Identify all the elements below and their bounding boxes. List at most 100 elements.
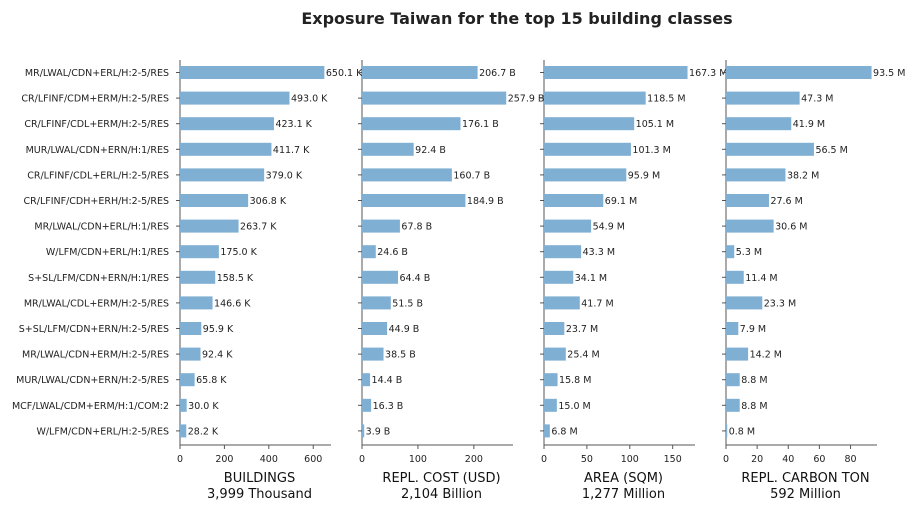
data-label: 23.3 M <box>764 298 796 309</box>
data-label: 263.7 K <box>240 222 277 233</box>
data-label: 67.8 B <box>401 222 432 233</box>
x-tick-label: 0 <box>541 454 547 465</box>
x-axis-total: 1,277 Million <box>582 487 665 502</box>
data-label: 158.5 K <box>217 273 254 284</box>
data-label: 176.1 B <box>462 119 499 130</box>
data-label: 167.3 M <box>689 68 727 79</box>
x-axis-label: REPL. CARBON TON <box>741 471 869 486</box>
data-label: 64.4 B <box>400 273 431 284</box>
data-label: 118.5 M <box>647 94 685 105</box>
bar <box>362 117 461 131</box>
bar <box>180 91 290 105</box>
data-label: 105.1 M <box>636 119 674 130</box>
x-tick-label: 50 <box>581 454 593 465</box>
panels: MR/LWAL/CDN+ERL/H:2-5/RES CR/LFINF/CDM+ER… <box>12 60 905 502</box>
data-label: 7.9 M <box>740 324 766 335</box>
bar <box>180 270 216 284</box>
data-label: 56.5 M <box>815 145 847 156</box>
data-label: 16.3 B <box>373 401 404 412</box>
bar <box>544 322 565 335</box>
data-label: 34.1 M <box>575 273 607 284</box>
data-label: 411.7 K <box>273 145 310 156</box>
bar <box>362 398 372 412</box>
data-label: 51.5 B <box>392 298 423 309</box>
bar <box>726 347 749 361</box>
data-label: 41.9 M <box>793 119 825 130</box>
data-label: 25.4 M <box>567 350 599 361</box>
data-label: 92.4 K <box>202 350 233 361</box>
data-label: 15.0 M <box>558 401 590 412</box>
data-label: 146.6 K <box>214 298 251 309</box>
bar <box>544 398 557 412</box>
x-tick-label: 40 <box>782 454 794 465</box>
bar <box>726 270 744 284</box>
data-label: 38.5 B <box>385 350 416 361</box>
data-label: 3.9 B <box>366 426 391 437</box>
x-axis-total: 2,104 Billion <box>401 487 482 502</box>
bar <box>180 117 274 131</box>
bar <box>362 347 384 361</box>
data-label: 14.2 M <box>750 350 782 361</box>
bar <box>544 373 558 387</box>
category-label: MUR/LWAL/CDN+ERN/H:2-5/RES <box>16 375 169 386</box>
bar <box>544 142 631 156</box>
data-label: 30.0 K <box>188 401 219 412</box>
bar <box>180 194 249 207</box>
data-label: 5.3 M <box>736 247 762 258</box>
bar <box>180 398 187 412</box>
bar <box>544 91 646 105</box>
x-tick-label: 200 <box>465 454 483 465</box>
bar <box>726 168 786 182</box>
data-label: 28.2 K <box>188 426 219 437</box>
data-label: 14.4 B <box>372 375 403 386</box>
bar <box>726 424 728 438</box>
data-label: 493.0 K <box>291 94 328 105</box>
bar <box>544 347 566 361</box>
data-label: 6.8 M <box>551 426 577 437</box>
bar <box>544 424 550 438</box>
category-label: CR/LFINF/CDL+ERL/H:2-5/RES <box>27 170 169 181</box>
x-tick-label: 100 <box>409 454 427 465</box>
bar <box>362 219 400 233</box>
x-tick-label: 0 <box>723 454 729 465</box>
x-axis-label: BUILDINGS <box>224 471 295 486</box>
category-label: W/LFM/CDN+ERL/H:2-5/RES <box>36 426 169 437</box>
bar <box>362 270 399 284</box>
data-label: 69.1 M <box>605 196 637 207</box>
x-tick-label: 20 <box>751 454 763 465</box>
chart-title: Exposure Taiwan for the top 15 building … <box>301 9 732 28</box>
category-label: CR/LFINF/CDM+ERM/H:2-5/RES <box>21 94 169 105</box>
bar <box>180 168 265 182</box>
data-label: 15.8 M <box>559 375 591 386</box>
bar <box>726 91 800 105</box>
data-label: 257.9 B <box>508 94 545 105</box>
bar <box>726 398 740 412</box>
x-axis-total: 592 Million <box>770 487 841 502</box>
bar <box>180 347 201 361</box>
data-label: 306.8 K <box>250 196 287 207</box>
x-axis-total: 3,999 Thousand <box>207 487 312 502</box>
bar <box>544 117 635 131</box>
x-tick-label: 200 <box>215 454 233 465</box>
data-label: 206.7 B <box>479 68 516 79</box>
data-label: 30.6 M <box>775 222 807 233</box>
data-label: 41.7 M <box>581 298 613 309</box>
bar <box>726 142 814 156</box>
bar <box>362 296 391 310</box>
bar <box>544 219 592 233</box>
data-label: 93.5 M <box>873 68 905 79</box>
data-label: 8.8 M <box>741 375 767 386</box>
data-label: 92.4 B <box>415 145 446 156</box>
data-label: 23.7 M <box>566 324 598 335</box>
bar <box>362 424 365 438</box>
bar <box>180 424 187 438</box>
category-label: MR/LWAL/CDL+ERM/H:2-5/RES <box>24 298 169 309</box>
bar <box>362 373 371 387</box>
data-label: 101.3 M <box>632 145 670 156</box>
category-label: MR/LWAL/CDN+ERM/H:2-5/RES <box>22 350 169 361</box>
bar <box>544 270 574 284</box>
bar <box>726 117 792 131</box>
category-label: MR/LWAL/CDN+ERL/H:2-5/RES <box>25 68 169 79</box>
x-axis-label: AREA (SQM) <box>584 471 663 486</box>
